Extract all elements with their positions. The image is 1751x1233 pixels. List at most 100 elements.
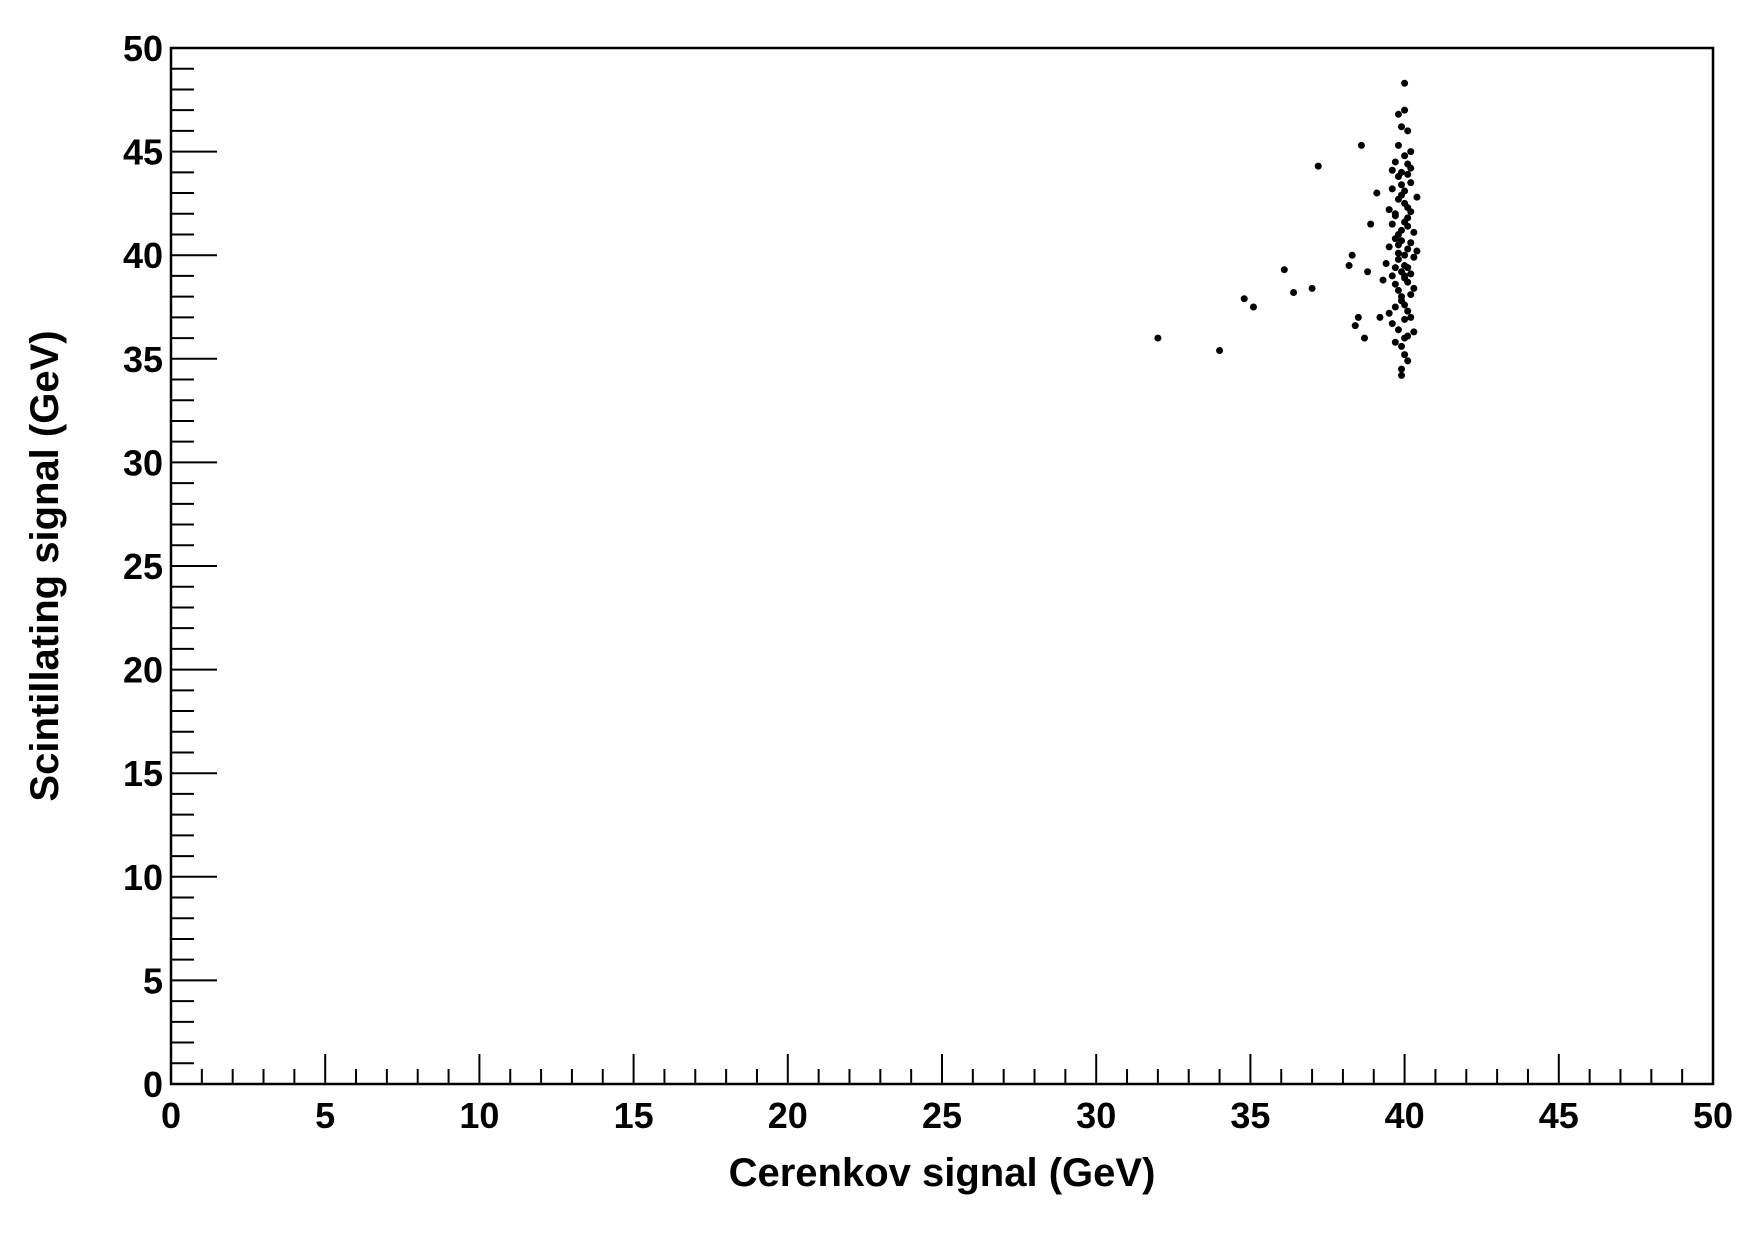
point: [1413, 193, 1421, 201]
point: [1314, 162, 1322, 170]
point: [1401, 272, 1409, 280]
point: [1373, 189, 1381, 197]
point: [1401, 301, 1409, 309]
point: [1394, 141, 1402, 149]
point: [1379, 276, 1387, 284]
point: [1398, 365, 1406, 373]
point: [1410, 253, 1418, 261]
point: [1394, 241, 1402, 249]
x-tick-label: 45: [1539, 1095, 1579, 1136]
point: [1404, 357, 1412, 365]
x-tick-label: 35: [1230, 1095, 1270, 1136]
y-tick-label: 10: [123, 857, 163, 898]
point: [1404, 245, 1412, 253]
y-tick-label: 40: [123, 235, 163, 276]
y-tick-label: 0: [143, 1064, 163, 1105]
point: [1398, 342, 1406, 350]
point: [1388, 185, 1396, 193]
point: [1216, 347, 1224, 355]
point: [1388, 320, 1396, 328]
point: [1357, 141, 1365, 149]
point: [1407, 179, 1415, 187]
point: [1394, 172, 1402, 180]
point: [1394, 110, 1402, 118]
x-tick-label: 10: [459, 1095, 499, 1136]
point: [1401, 199, 1409, 207]
point: [1394, 255, 1402, 263]
point: [1410, 284, 1418, 292]
point: [1385, 206, 1393, 214]
point: [1388, 166, 1396, 174]
point: [1394, 230, 1402, 238]
point: [1404, 170, 1412, 178]
point: [1391, 212, 1399, 220]
point: [1407, 164, 1415, 172]
point: [1401, 79, 1409, 87]
x-tick-label: 40: [1385, 1095, 1425, 1136]
point: [1404, 222, 1412, 230]
point: [1407, 208, 1415, 216]
point: [1398, 293, 1406, 301]
x-tick-label: 5: [315, 1095, 335, 1136]
point: [1385, 309, 1393, 317]
point: [1401, 315, 1409, 323]
point: [1401, 351, 1409, 359]
point: [1308, 284, 1316, 292]
y-tick-label: 25: [123, 546, 163, 587]
point: [1345, 262, 1353, 270]
point: [1401, 334, 1409, 342]
point: [1388, 220, 1396, 228]
y-tick-label: 35: [123, 339, 163, 380]
point: [1391, 338, 1399, 346]
point: [1290, 288, 1298, 296]
point: [1367, 220, 1375, 228]
x-tick-label: 15: [614, 1095, 654, 1136]
point: [1401, 106, 1409, 114]
point: [1240, 295, 1248, 303]
point: [1280, 266, 1288, 274]
y-tick-label: 30: [123, 442, 163, 483]
point: [1394, 286, 1402, 294]
point: [1394, 249, 1402, 257]
point: [1404, 127, 1412, 135]
point: [1391, 303, 1399, 311]
y-tick-label: 5: [143, 960, 163, 1001]
point: [1407, 291, 1415, 299]
point: [1401, 251, 1409, 259]
point: [1354, 313, 1362, 321]
point: [1407, 313, 1415, 321]
point: [1404, 264, 1412, 272]
x-tick-label: 30: [1076, 1095, 1116, 1136]
point: [1385, 243, 1393, 251]
y-tick-label: 15: [123, 753, 163, 794]
y-tick-label: 45: [123, 132, 163, 173]
point: [1407, 239, 1415, 247]
point: [1364, 268, 1372, 276]
point: [1351, 322, 1359, 330]
point: [1404, 307, 1412, 315]
point: [1394, 326, 1402, 334]
point: [1413, 247, 1421, 255]
point: [1391, 158, 1399, 166]
point: [1361, 334, 1369, 342]
x-tick-label: 0: [161, 1095, 181, 1136]
x-tick-label: 50: [1693, 1095, 1733, 1136]
point: [1391, 264, 1399, 272]
point: [1407, 148, 1415, 156]
point: [1391, 280, 1399, 288]
point: [1376, 313, 1384, 321]
plot-frame: [169, 46, 1715, 1086]
point: [1249, 303, 1257, 311]
point: [1382, 259, 1390, 267]
point: [1407, 270, 1415, 278]
point: [1410, 328, 1418, 336]
x-tick-label: 25: [922, 1095, 962, 1136]
point: [1388, 272, 1396, 280]
point: [1348, 251, 1356, 259]
x-tick-label: 20: [768, 1095, 808, 1136]
point: [1398, 181, 1406, 189]
y-axis-title: Scintillating signal (GeV): [23, 330, 67, 801]
y-tick-label: 50: [123, 28, 163, 69]
